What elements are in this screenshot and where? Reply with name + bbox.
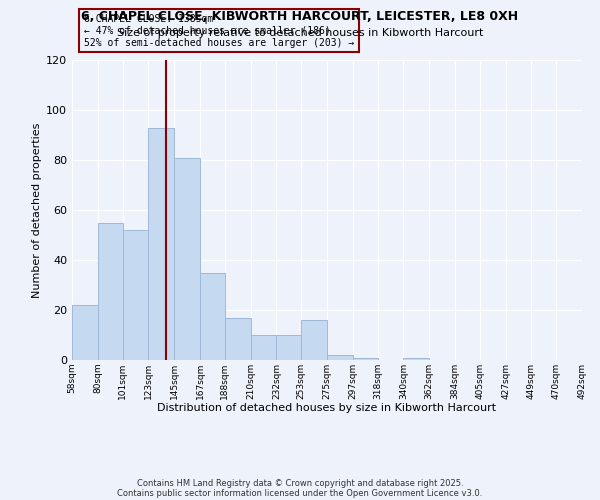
- Bar: [122, 230, 148, 360]
- Y-axis label: Number of detached properties: Number of detached properties: [32, 122, 42, 298]
- Bar: [301, 320, 327, 360]
- Bar: [174, 158, 200, 360]
- Bar: [251, 335, 277, 360]
- X-axis label: Distribution of detached houses by size in Kibworth Harcourt: Distribution of detached houses by size …: [157, 404, 497, 413]
- Text: Contains public sector information licensed under the Open Government Licence v3: Contains public sector information licen…: [118, 488, 482, 498]
- Bar: [72, 305, 98, 360]
- Bar: [98, 222, 122, 360]
- Bar: [225, 318, 251, 360]
- Bar: [148, 128, 174, 360]
- Bar: [277, 335, 301, 360]
- Text: 6 CHAPEL CLOSE: 138sqm
← 47% of detached houses are smaller (186)
52% of semi-de: 6 CHAPEL CLOSE: 138sqm ← 47% of detached…: [84, 14, 354, 48]
- Text: Size of property relative to detached houses in Kibworth Harcourt: Size of property relative to detached ho…: [117, 28, 483, 38]
- Bar: [200, 272, 225, 360]
- Bar: [327, 355, 353, 360]
- Text: Contains HM Land Registry data © Crown copyright and database right 2025.: Contains HM Land Registry data © Crown c…: [137, 478, 463, 488]
- Bar: [353, 358, 377, 360]
- Bar: [403, 358, 429, 360]
- Text: 6, CHAPEL CLOSE, KIBWORTH HARCOURT, LEICESTER, LE8 0XH: 6, CHAPEL CLOSE, KIBWORTH HARCOURT, LEIC…: [82, 10, 518, 23]
